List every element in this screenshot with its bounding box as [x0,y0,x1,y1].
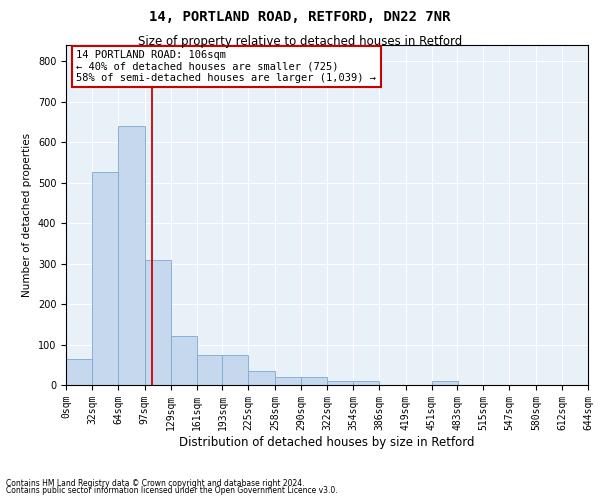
Bar [275,377,301,385]
Text: Contains HM Land Registry data © Crown copyright and database right 2024.: Contains HM Land Registry data © Crown c… [6,478,305,488]
X-axis label: Distribution of detached houses by size in Retford: Distribution of detached houses by size … [179,436,475,448]
Y-axis label: Number of detached properties: Number of detached properties [22,133,32,297]
Bar [66,358,92,385]
Text: 14 PORTLAND ROAD: 106sqm
← 40% of detached houses are smaller (725)
58% of semi-: 14 PORTLAND ROAD: 106sqm ← 40% of detach… [76,50,376,84]
Bar [223,354,248,385]
Text: 14, PORTLAND ROAD, RETFORD, DN22 7NR: 14, PORTLAND ROAD, RETFORD, DN22 7NR [149,10,451,24]
Bar [197,354,223,385]
Bar [170,336,197,385]
Text: Size of property relative to detached houses in Retford: Size of property relative to detached ho… [138,35,462,48]
Text: Contains public sector information licensed under the Open Government Licence v3: Contains public sector information licen… [6,486,338,495]
Bar [301,377,327,385]
Bar [327,381,353,385]
Bar [92,172,118,385]
Bar [248,371,275,385]
Bar [145,260,170,385]
Bar [431,381,458,385]
Bar [118,126,145,385]
Bar [353,381,379,385]
